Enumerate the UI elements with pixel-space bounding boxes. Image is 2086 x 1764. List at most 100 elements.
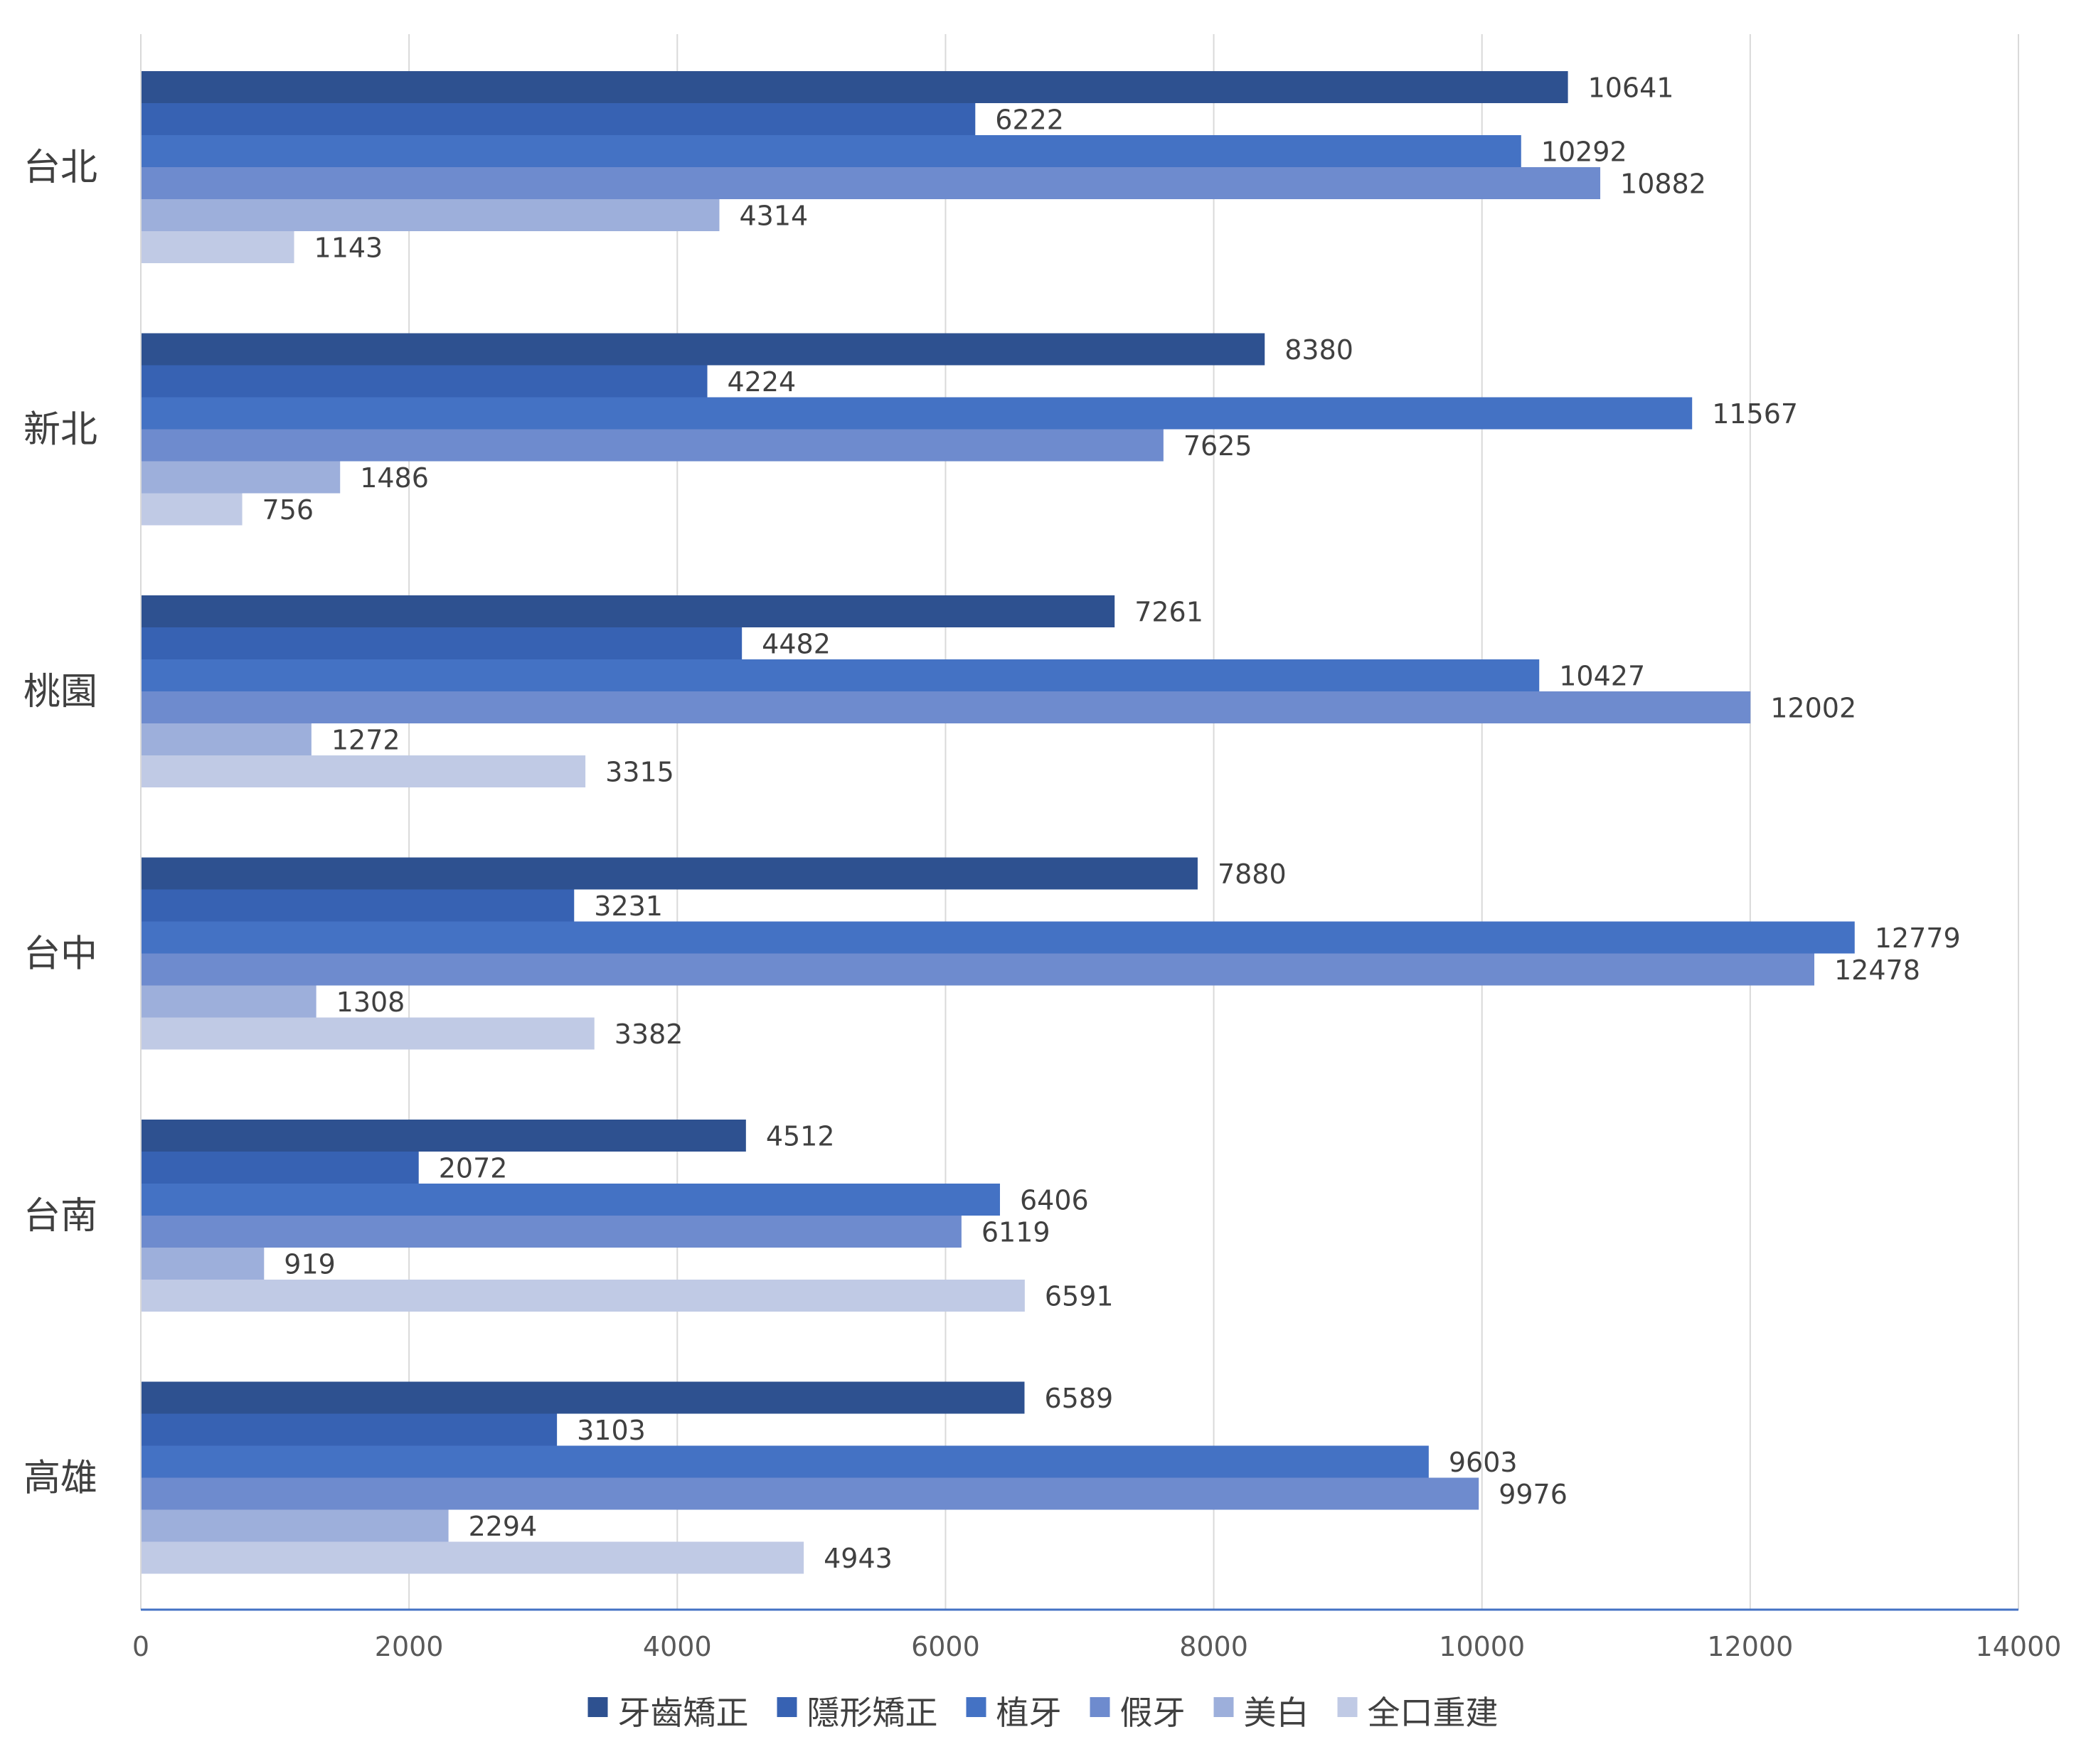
data-label: 4314	[739, 201, 808, 232]
bar	[141, 1413, 558, 1446]
data-label: 7261	[1134, 597, 1203, 628]
data-label: 3231	[594, 891, 663, 922]
data-label: 9976	[1499, 1479, 1568, 1510]
legend-swatch	[1337, 1697, 1358, 1717]
x-tick-label: 2000	[375, 1631, 444, 1662]
category-label: 高雄	[23, 1457, 97, 1500]
data-label: 2072	[439, 1153, 508, 1184]
bar	[141, 1017, 595, 1050]
bar	[141, 1216, 962, 1248]
bar	[141, 1248, 265, 1280]
legend-label: 隱形矯正	[807, 1694, 938, 1732]
category-label: 新北	[23, 409, 97, 452]
x-tick-label: 12000	[1707, 1631, 1793, 1662]
data-label: 3315	[605, 757, 674, 788]
legend-label: 牙齒矯正	[618, 1694, 749, 1732]
data-label: 6406	[1020, 1185, 1089, 1216]
bar	[141, 1152, 419, 1184]
legend-swatch	[1213, 1697, 1234, 1717]
legend-label: 假牙	[1120, 1694, 1186, 1732]
data-label: 10882	[1620, 169, 1706, 200]
data-label: 6119	[981, 1217, 1050, 1248]
bar	[141, 231, 294, 263]
bar	[141, 985, 316, 1018]
legend: 牙齒矯正 隱形矯正 植牙 假牙 美白 全口重建	[587, 1694, 1499, 1732]
bar	[141, 1509, 449, 1542]
data-label: 1308	[336, 987, 405, 1018]
bar	[141, 1541, 804, 1574]
x-tick-label: 10000	[1439, 1631, 1525, 1662]
bar	[141, 595, 1115, 627]
bar	[141, 1184, 1000, 1216]
bar	[141, 103, 976, 135]
legend-label: 全口重建	[1368, 1694, 1499, 1732]
data-label: 11567	[1712, 398, 1798, 430]
data-label: 6591	[1045, 1281, 1114, 1312]
data-label: 6589	[1044, 1383, 1113, 1414]
data-label: 7625	[1183, 430, 1252, 462]
data-label: 6222	[995, 105, 1064, 136]
data-label: 10427	[1559, 661, 1645, 692]
category-label: 桃園	[23, 671, 97, 713]
bar	[141, 461, 341, 494]
category-label: 台南	[23, 1195, 97, 1238]
data-label: 12478	[1834, 955, 1920, 986]
data-label: 4224	[728, 366, 797, 398]
legend-swatch	[777, 1697, 797, 1717]
bar	[141, 1280, 1025, 1312]
legend-label: 美白	[1244, 1694, 1309, 1732]
data-label: 10641	[1588, 73, 1674, 104]
bar	[141, 333, 1265, 366]
bar	[141, 167, 1601, 199]
x-tick-label: 14000	[1976, 1631, 2062, 1662]
bar	[141, 921, 1855, 954]
bar	[141, 659, 1540, 691]
data-label: 4482	[762, 629, 831, 660]
bar	[141, 397, 1693, 430]
data-label: 4943	[824, 1543, 893, 1574]
bar	[141, 199, 720, 231]
data-label: 1143	[314, 233, 383, 264]
data-label: 8380	[1284, 334, 1353, 366]
x-tick-label: 0	[132, 1631, 149, 1662]
axes: 0 2000 4000 6000 8000 10000 12000 14000 台北新北桃園台中…	[23, 34, 2061, 1662]
bar	[141, 953, 1814, 986]
bar	[141, 755, 586, 787]
bar	[141, 493, 243, 526]
bar	[141, 889, 575, 922]
x-tick-label: 6000	[911, 1631, 980, 1662]
x-tick-label: 8000	[1179, 1631, 1248, 1662]
data-label: 2294	[469, 1511, 538, 1542]
bar	[141, 365, 708, 398]
legend-swatch	[1090, 1697, 1110, 1717]
data-label: 756	[262, 494, 314, 526]
bar	[141, 691, 1751, 723]
bar	[141, 429, 1164, 462]
bar	[141, 1445, 1429, 1478]
data-label: 12002	[1770, 693, 1856, 724]
bar	[141, 723, 312, 755]
gridlines	[408, 34, 2019, 1610]
data-label: 1486	[360, 462, 429, 494]
legend-swatch	[587, 1697, 608, 1717]
data-label: 7880	[1218, 859, 1287, 890]
legend-label: 植牙	[996, 1694, 1062, 1732]
bar	[141, 1477, 1479, 1510]
data-label: 9603	[1449, 1447, 1518, 1478]
data-label: 919	[284, 1249, 336, 1280]
bar	[141, 1120, 746, 1152]
data-label: 4512	[766, 1121, 835, 1152]
data-label: 1272	[331, 725, 400, 756]
data-label: 3382	[614, 1019, 683, 1050]
x-tick-label: 4000	[643, 1631, 712, 1662]
data-label: 12779	[1875, 923, 1961, 954]
legend-swatch	[966, 1697, 986, 1717]
bar	[141, 135, 1521, 167]
data-label: 10292	[1541, 137, 1627, 168]
bar	[141, 627, 743, 659]
category-label: 台北	[23, 147, 97, 189]
data-label: 3103	[577, 1415, 646, 1446]
